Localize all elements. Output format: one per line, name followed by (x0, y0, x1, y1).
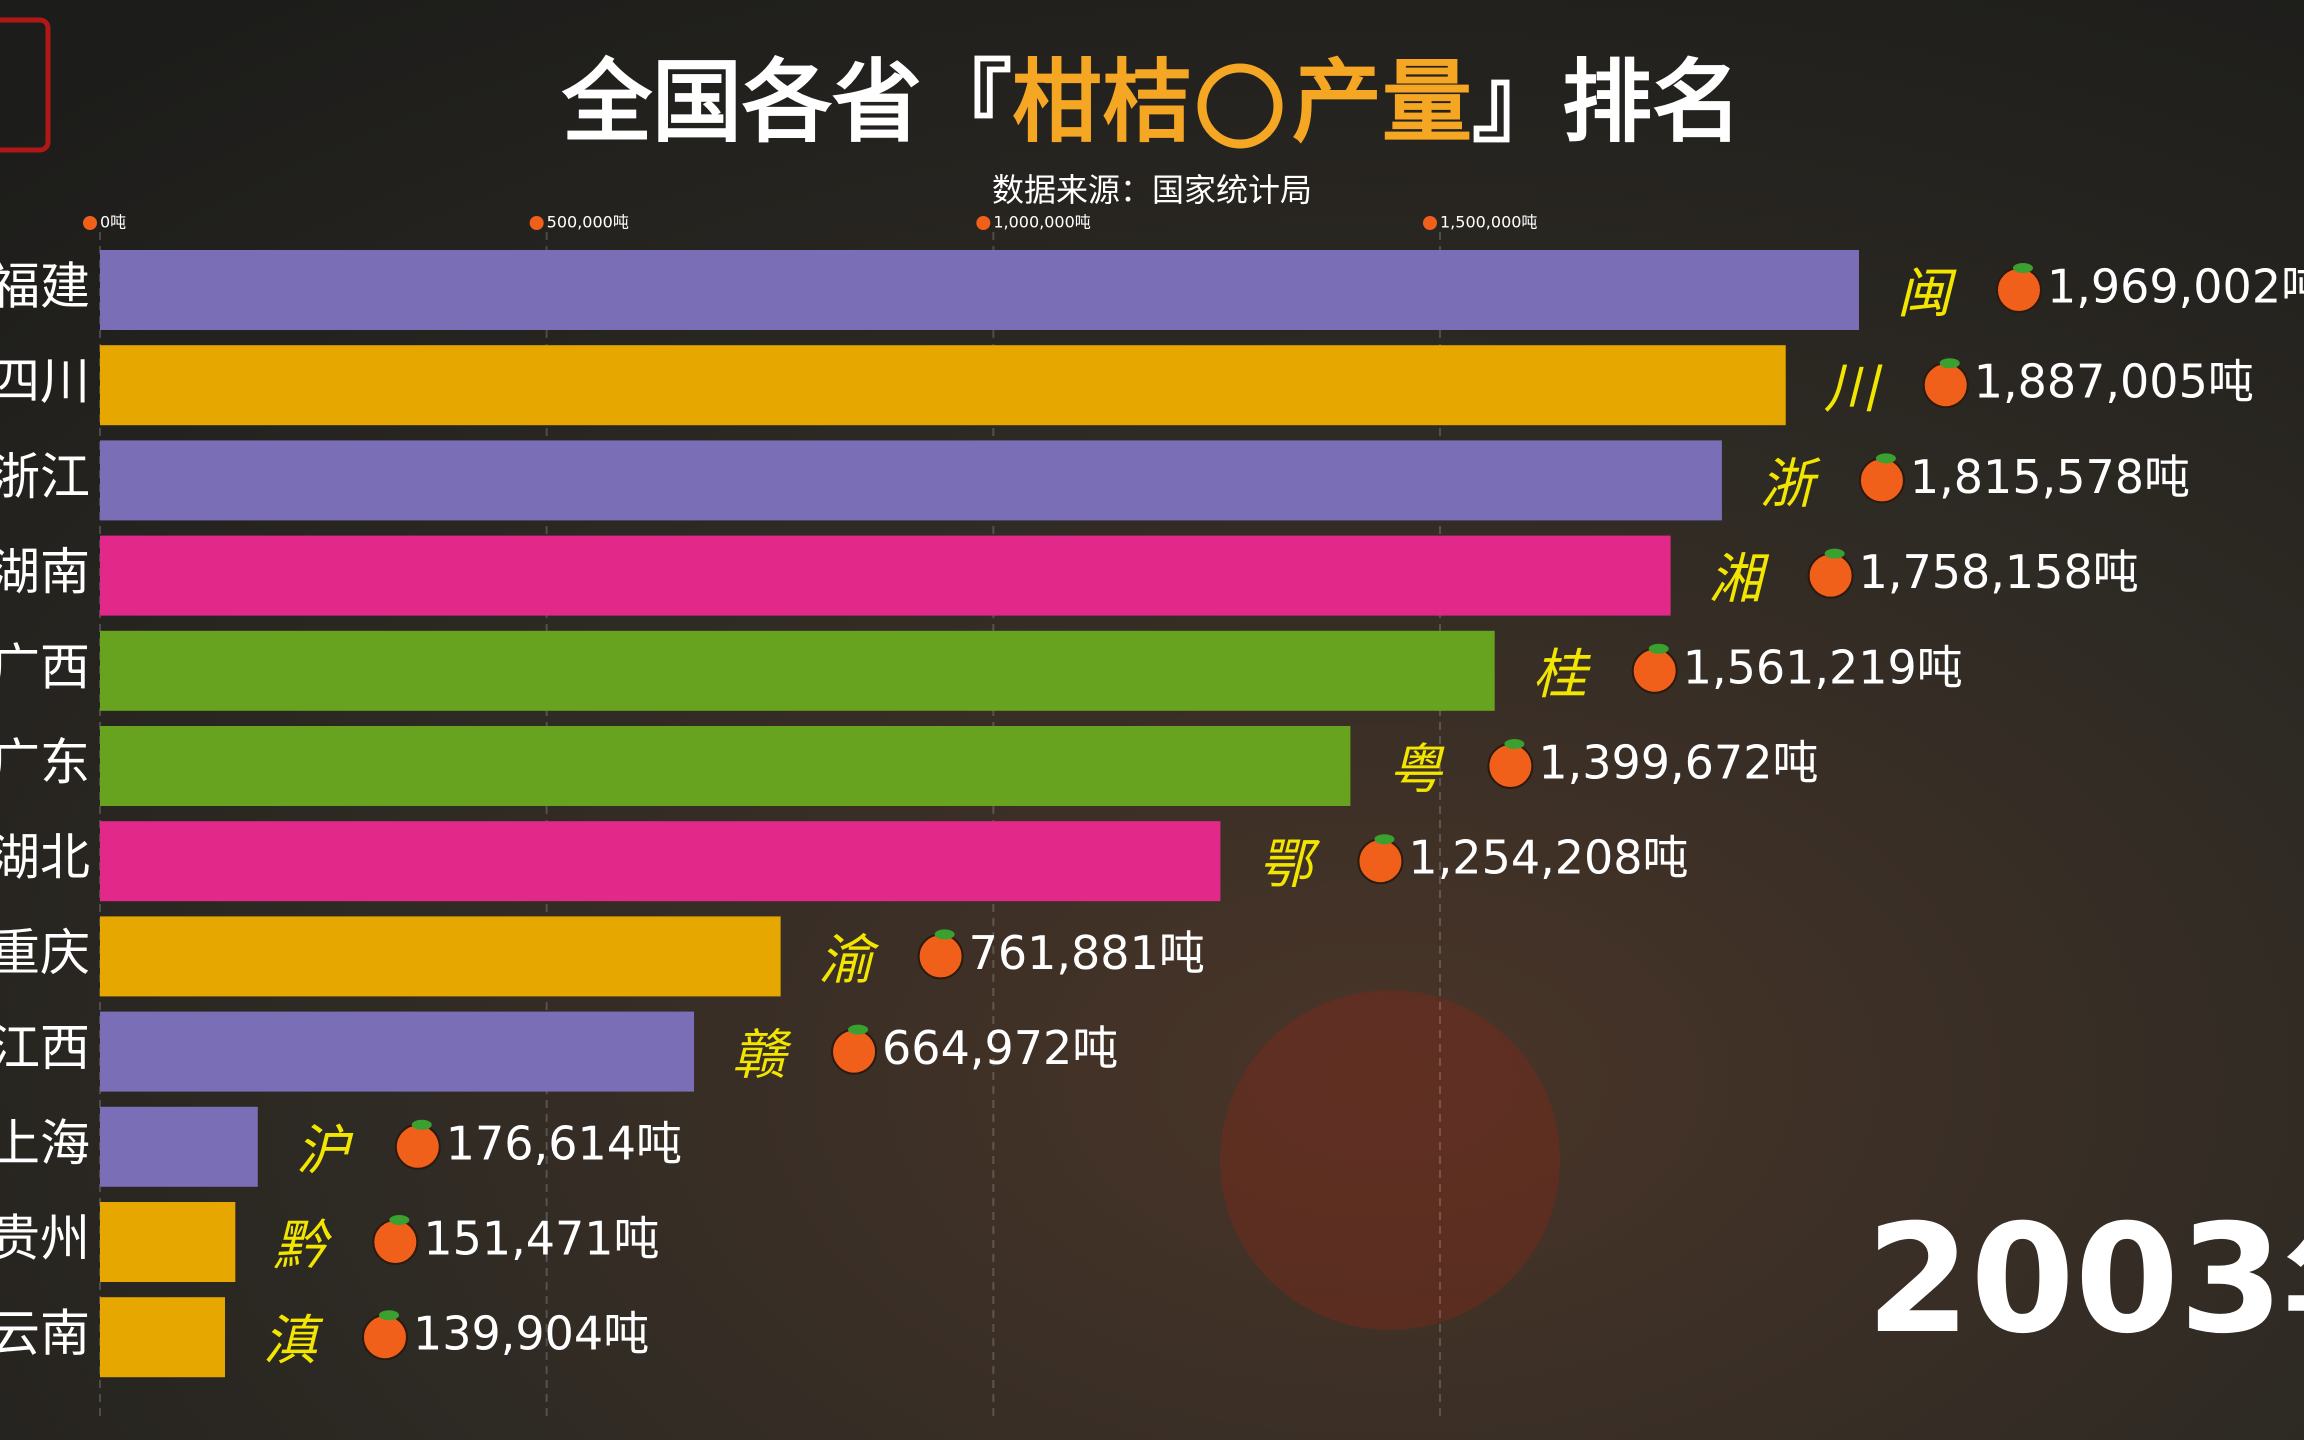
value-label: 761,881吨 (969, 926, 1205, 980)
orange-icon (1922, 362, 1969, 409)
value-label: 1,815,578吨 (1910, 450, 2190, 504)
chart-title: 全国各省『柑桔 产量』排名 (561, 50, 1742, 155)
bar (100, 1297, 225, 1378)
title-icon (1197, 63, 1283, 149)
orange-icon (1858, 457, 1905, 504)
province-abbreviation: 浙 (1760, 452, 1821, 515)
orange-icon (372, 1219, 419, 1265)
tick-dot (976, 216, 991, 230)
orange-leaf (1504, 739, 1525, 749)
province-abbreviation: 粤 (1388, 738, 1445, 801)
orange-icon (917, 933, 964, 980)
orange-icon (1487, 743, 1534, 789)
value-label: 139,904吨 (413, 1307, 649, 1361)
province-abbreviation: 川 (1824, 357, 1883, 420)
logo-stamp (0, 17, 51, 153)
bar (100, 535, 1671, 616)
province-abbreviation: 鄂 (1258, 833, 1320, 896)
province-abbreviation: 渝 (819, 928, 880, 991)
bar (100, 250, 1859, 330)
category-label: 湖北 (0, 829, 90, 887)
bar (100, 1011, 695, 1092)
category-label: 福建 (0, 258, 90, 316)
title-highlight: 柑桔 (1012, 50, 1192, 155)
category-label: 上海 (0, 1114, 90, 1172)
bar (100, 821, 1221, 902)
province-abbreviation: 桂 (1533, 643, 1592, 706)
value-label: 1,561,219吨 (1683, 640, 1963, 694)
chart-subtitle: 数据来源：国家统计局 (992, 171, 1312, 209)
value-label: 176,614吨 (446, 1116, 682, 1170)
x-tick-label: 500,000吨 (547, 213, 629, 232)
category-label: 湖南 (0, 543, 90, 601)
province-abbreviation: 湘 (1709, 548, 1770, 611)
value-label: 1,969,002吨 (2047, 260, 2304, 314)
category-label: 云南 (0, 1305, 90, 1363)
x-tick-label: 1,500,000吨 (1440, 213, 1537, 232)
orange-icon (831, 1028, 878, 1075)
value-label: 664,972吨 (882, 1021, 1118, 1075)
province-abbreviation: 闽 (1897, 262, 1957, 325)
orange-icon (394, 1123, 441, 1170)
orange-leaf (848, 1024, 869, 1035)
value-label: 1,254,208吨 (1408, 831, 1688, 885)
category-label: 广西 (0, 638, 90, 696)
orange-leaf (1824, 548, 1845, 559)
orange-leaf (1875, 453, 1896, 464)
bar (100, 630, 1495, 711)
year-label: 2003年 (1866, 1193, 2304, 1367)
value-label: 1,399,672吨 (1538, 736, 1818, 790)
province-abbreviation: 沪 (296, 1119, 354, 1182)
x-tick-label: 0吨 (100, 213, 126, 232)
orange-leaf (1374, 834, 1395, 845)
orange-icon (361, 1314, 408, 1361)
category-label: 四川 (0, 353, 90, 411)
category-label: 浙江 (0, 448, 90, 506)
bar (100, 345, 1786, 426)
bar (100, 1202, 236, 1282)
orange-leaf (1648, 643, 1669, 654)
bar (100, 440, 1722, 521)
title-part: 全国各省『 (561, 50, 1012, 155)
category-label: 贵州 (0, 1210, 90, 1268)
orange-icon (1995, 267, 2042, 313)
orange-leaf (2012, 263, 2033, 273)
bar (100, 726, 1351, 806)
province-abbreviation: 赣 (732, 1024, 792, 1087)
province-abbreviation: 黔 (273, 1214, 332, 1277)
x-tick-label: 1,000,000吨 (993, 213, 1090, 232)
orange-leaf (1939, 358, 1960, 369)
bar (100, 916, 781, 997)
orange-leaf (934, 929, 955, 940)
orange-icon (1357, 838, 1404, 885)
tick-dot (529, 216, 544, 230)
orange-icon (1807, 552, 1854, 599)
category-label: 重庆 (0, 924, 90, 982)
value-label: 151,471吨 (423, 1212, 659, 1266)
title-part: 』排名 (1472, 50, 1742, 155)
category-label: 江西 (0, 1019, 90, 1077)
value-label: 1,758,158吨 (1859, 545, 2139, 599)
orange-icon (1631, 647, 1678, 694)
title-highlight: 产量 (1292, 50, 1472, 155)
bar (100, 1106, 258, 1187)
background-decoration (1220, 990, 1560, 1330)
province-abbreviation: 滇 (263, 1309, 324, 1372)
category-label: 广东 (0, 734, 90, 792)
orange-leaf (411, 1119, 432, 1130)
orange-leaf (378, 1310, 399, 1321)
orange-leaf (389, 1215, 410, 1225)
value-label: 1,887,005吨 (1974, 355, 2254, 409)
tick-dot (1423, 216, 1437, 230)
tick-dot (83, 216, 97, 230)
